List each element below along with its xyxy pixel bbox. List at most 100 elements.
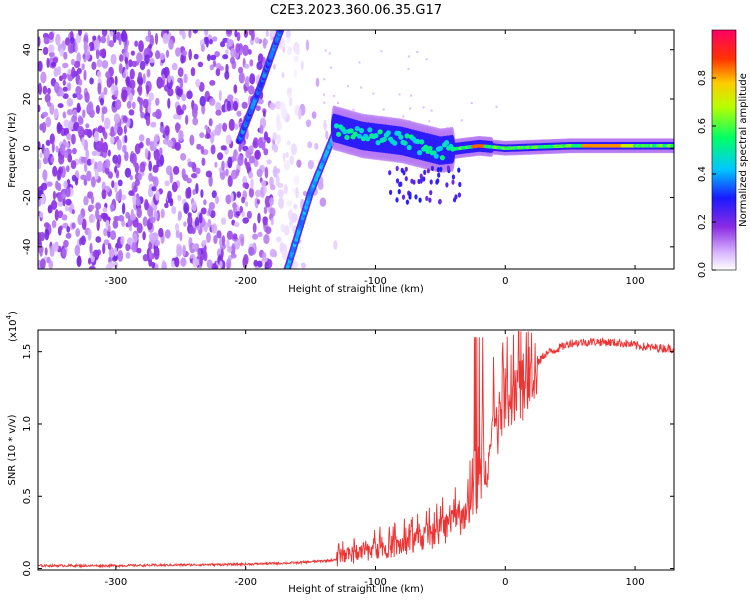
spectrogram-noise-blob xyxy=(293,203,298,210)
spectrogram-noise-blob xyxy=(96,219,100,232)
spectrogram-noise-blob xyxy=(257,53,264,64)
spectrogram-noise-blob xyxy=(66,142,70,149)
spectrogram-xtick-label: -200 xyxy=(234,276,257,287)
spectrogram-noise-blob xyxy=(153,247,160,260)
spectrogram-noise-blob xyxy=(93,131,100,143)
spectrogram-noise-blob xyxy=(102,243,106,255)
spectrogram-noise-blob xyxy=(148,160,152,172)
spectrogram-noise-blob xyxy=(46,57,50,68)
spectrogram-noise-blob xyxy=(210,144,216,155)
spectrogram-noise-blob xyxy=(180,53,185,64)
spectrogram-noise-blob xyxy=(44,247,48,256)
spectrogram-noise-blob xyxy=(189,226,194,234)
spectrogram-faint-dot xyxy=(323,101,326,104)
spectrogram-noise-blob xyxy=(85,123,90,129)
spectrogram-noise-blob xyxy=(151,261,156,269)
spectrogram-noise-blob xyxy=(227,246,233,253)
spectrogram-noise-blob xyxy=(48,31,54,40)
spectrogram-noise-blob xyxy=(269,102,276,111)
spectrogram-noise-blob xyxy=(93,39,100,51)
spectrogram-noise-blob xyxy=(300,262,306,269)
spectrogram-band-core xyxy=(439,155,445,161)
spectrogram-noise-blob xyxy=(38,199,41,207)
spectrogram-noise-blob xyxy=(146,84,150,95)
spectrogram-faint-dot xyxy=(359,86,363,89)
spectrogram-noise-blob xyxy=(129,68,135,80)
spectrogram-noise-blob xyxy=(100,97,104,106)
spectrogram-noise-blob xyxy=(220,145,227,151)
spectrogram-noise-blob xyxy=(71,66,76,79)
spectrogram-noise-blob xyxy=(286,140,291,146)
spectrogram-noise-blob xyxy=(70,160,77,170)
spectrogram-noise-blob xyxy=(209,39,213,45)
spectrogram-band-core xyxy=(373,133,379,139)
spectrogram-noise-blob xyxy=(122,115,128,124)
spectrogram-noise-blob xyxy=(182,104,187,111)
spectrogram-noise-blob xyxy=(63,239,69,248)
spectrogram-noise-blob xyxy=(159,53,166,60)
spectrogram-noise-blob xyxy=(226,258,232,269)
spectrogram-noise-blob xyxy=(195,167,201,175)
spectrogram-noise-blob xyxy=(47,100,51,107)
spectrogram-noise-blob xyxy=(75,228,81,237)
spectrogram-noise-blob xyxy=(198,212,203,224)
spectrogram-noise-blob xyxy=(195,78,201,88)
spectrogram-noise-blob xyxy=(207,54,211,62)
spectrogram-noise-blob xyxy=(245,162,251,170)
spectrogram-faint-dot xyxy=(416,50,419,54)
spectrogram-noise-blob xyxy=(38,36,41,47)
spectrogram-band-core xyxy=(367,127,373,133)
spectrogram-band-core xyxy=(670,144,674,148)
spectrogram-band-speckle xyxy=(395,165,399,172)
spectrogram-noise-blob xyxy=(95,202,102,210)
spectrogram-noise-blob xyxy=(39,211,44,218)
spectrogram-noise-blob xyxy=(57,200,64,207)
spectrogram-band-speckle xyxy=(436,167,440,173)
spectrogram-noise-blob xyxy=(241,196,246,204)
spectrogram-band-speckle xyxy=(395,178,400,184)
spectrogram-faint-dot xyxy=(409,94,413,97)
spectrogram-noise-blob xyxy=(125,252,131,259)
spectrogram-band-speckle xyxy=(453,197,457,203)
spectrogram-noise-blob xyxy=(215,109,222,116)
spectrogram-noise-blob xyxy=(138,77,144,86)
spectrogram-noise-blob xyxy=(200,189,204,198)
spectrogram-noise-blob xyxy=(50,61,57,67)
spectrogram-noise-blob xyxy=(248,85,255,95)
colorbar-gradient xyxy=(711,29,737,271)
spectrogram-noise-blob xyxy=(234,123,239,130)
spectrogram-noise-blob xyxy=(142,98,149,109)
spectrogram-noise-blob xyxy=(174,257,180,268)
spectrogram-noise-blob xyxy=(128,59,133,68)
spectrogram-noise-blob xyxy=(100,212,108,220)
spectrogram-noise-blob xyxy=(153,151,161,162)
spectrogram-noise-blob xyxy=(54,209,59,221)
spectrogram-noise-blob xyxy=(49,103,55,115)
spectrogram-noise-blob xyxy=(87,101,94,114)
spectrogram-noise-blob xyxy=(76,67,82,75)
spectrogram-noise-blob xyxy=(90,176,96,188)
spectrogram-noise-blob xyxy=(81,218,87,230)
spectrogram-band-speckle xyxy=(426,168,430,174)
spectrogram-noise-blob xyxy=(249,73,256,85)
spectrogram-noise-blob xyxy=(256,199,260,205)
spectrogram-noise-blob xyxy=(192,117,199,126)
spectrogram-noise-blob xyxy=(286,200,293,207)
spectrogram-noise-blob xyxy=(133,184,138,193)
spectrogram-band-core xyxy=(381,136,387,142)
spectrogram-noise-blob xyxy=(53,108,59,119)
spectrogram-noise-blob xyxy=(265,226,272,234)
spectrogram-band-speckle xyxy=(458,181,462,188)
spectrogram-noise-blob xyxy=(245,201,249,207)
spectrogram-noise-blob xyxy=(114,99,122,110)
spectrogram-noise-blob xyxy=(42,85,48,95)
spectrogram-noise-blob xyxy=(134,40,139,47)
spectrogram-band-core xyxy=(358,128,365,134)
spectrogram-noise-blob xyxy=(107,225,111,233)
spectrogram-noise-blob xyxy=(138,71,142,79)
spectrogram-noise-blob xyxy=(248,246,255,256)
colorbar-ticks: 0.0 0.2 0.4 0.6 0.8 xyxy=(697,70,716,278)
spectrogram-noise-blob xyxy=(172,165,180,175)
snr-xtick-label: -100 xyxy=(364,577,387,588)
